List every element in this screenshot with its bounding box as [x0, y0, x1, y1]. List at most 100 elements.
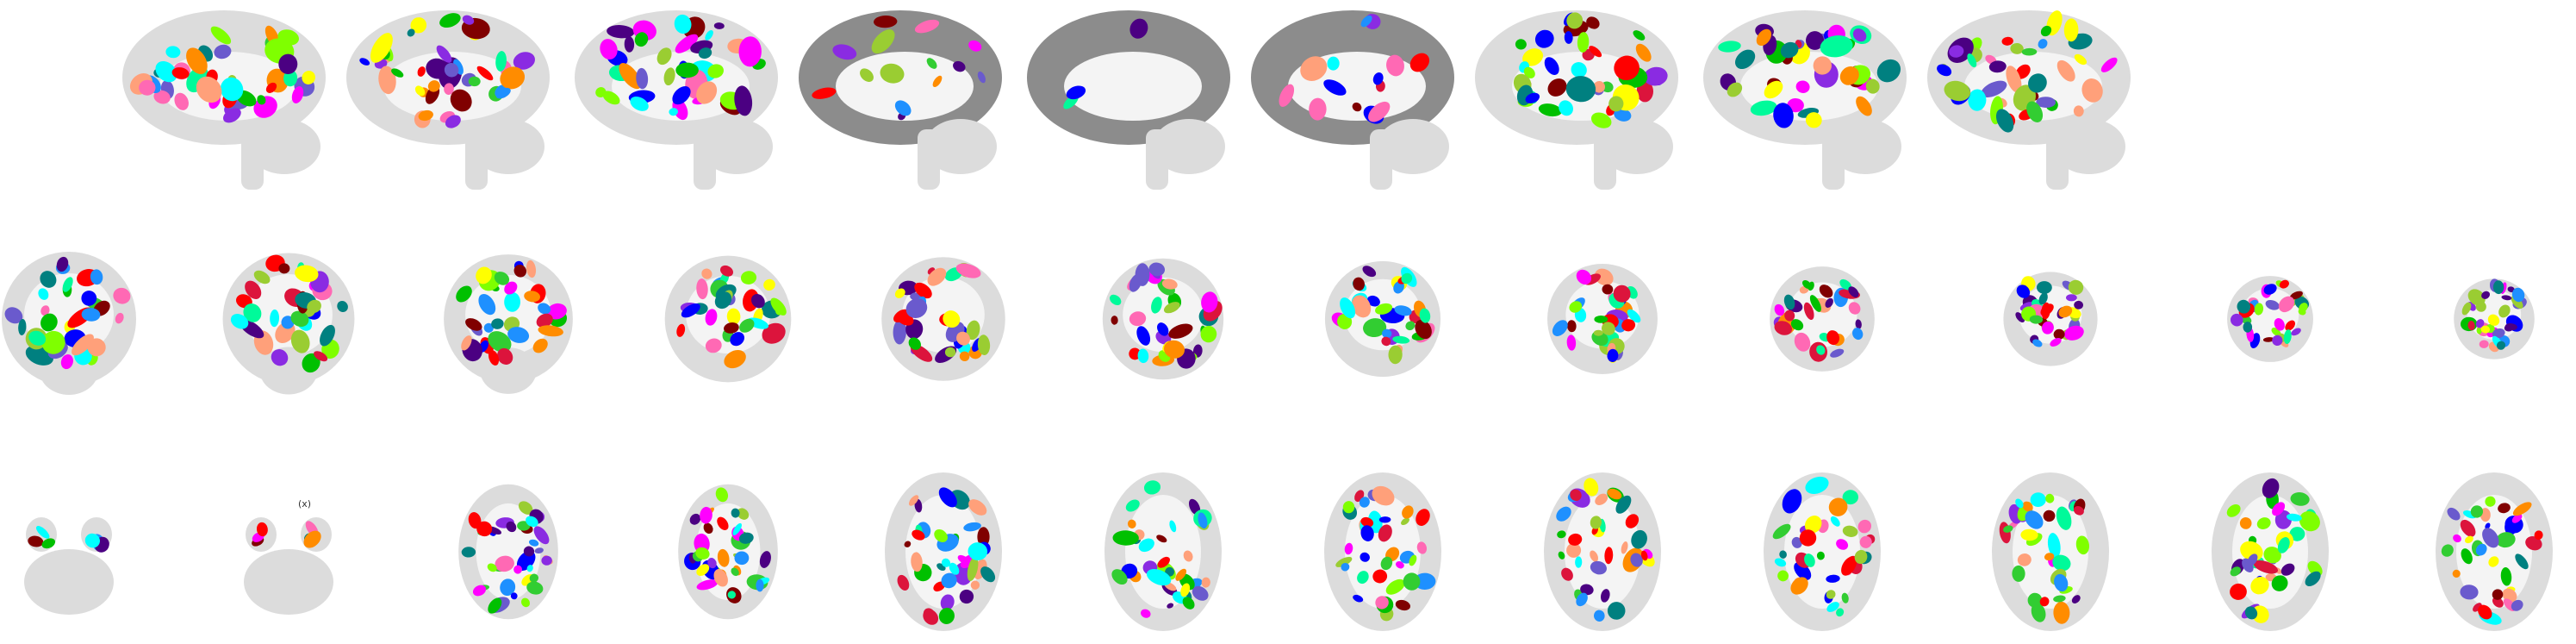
axial-parcel	[941, 558, 951, 567]
coronal-parcel	[1848, 286, 1859, 297]
axial-parcel	[1360, 552, 1370, 562]
sagittal-parcel	[468, 76, 481, 87]
coronal-parcel	[1594, 316, 1608, 323]
axial-parcel	[2071, 595, 2081, 604]
white-matter	[1064, 52, 1202, 121]
cerebellum	[1829, 119, 1901, 174]
axial-parcel	[1816, 551, 1825, 560]
axial-parcel	[1584, 478, 1599, 497]
coronal-parcel	[927, 267, 947, 286]
coronal-parcel	[465, 318, 482, 331]
sagittal-parcel	[600, 39, 618, 60]
axial-parcel	[2226, 504, 2241, 517]
sagittal-parcel	[636, 67, 649, 90]
coronal-parcel	[81, 291, 97, 306]
sagittal-parcel	[669, 108, 678, 116]
axial-parcel	[1409, 554, 1417, 566]
axial-parcel	[1141, 609, 1151, 618]
axial-parcel	[1607, 602, 1626, 620]
sagittal-parcel	[1633, 30, 1646, 41]
sagittal-parcel	[196, 76, 222, 103]
brainstem	[241, 129, 264, 190]
axial-parcel	[1777, 570, 1789, 582]
coronal-parcel	[2038, 292, 2048, 305]
coronal-parcel	[705, 338, 722, 353]
axial-parcel	[2492, 589, 2504, 600]
coronal-parcel	[2243, 322, 2253, 333]
axial-parcel	[2250, 576, 2269, 595]
coronal-parcel	[41, 330, 65, 354]
sagittal-parcel	[1577, 32, 1590, 53]
sagittal-parcel	[1523, 66, 1535, 78]
axial-parcel	[949, 562, 960, 575]
axial-slice	[1104, 472, 1222, 631]
coronal-parcel	[90, 269, 103, 285]
axial-parcel	[1580, 584, 1594, 596]
axial-parcel	[1607, 488, 1622, 500]
sagittal-parcel	[619, 63, 642, 90]
sagittal-parcel	[2081, 78, 2103, 103]
sagittal-parcel	[445, 115, 461, 128]
brainstem	[694, 129, 716, 190]
axial-parcel	[2289, 527, 2305, 541]
axial-parcel	[941, 572, 957, 589]
axial-parcel	[1774, 558, 1787, 567]
coronal-parcel	[943, 310, 961, 328]
coronal-parcel	[1168, 323, 1193, 339]
axial-parcel	[1799, 529, 1817, 547]
sagittal-parcel	[1614, 108, 1632, 122]
sagittal-parcel	[602, 91, 620, 105]
coronal-parcel	[488, 331, 512, 353]
axial-parcel	[938, 608, 955, 624]
axial-parcel	[2025, 510, 2044, 529]
sagittal-parcel	[2073, 105, 2084, 117]
sagittal-parcel	[1727, 82, 1743, 97]
sagittal-slice	[1703, 10, 1907, 190]
axial-parcel	[1402, 505, 1414, 519]
coronal-parcel	[1819, 284, 1833, 298]
brainstem	[1370, 129, 1392, 190]
sagittal-parcel	[1865, 78, 1880, 94]
coronal-parcel	[60, 354, 73, 370]
axial-parcel	[756, 578, 764, 592]
coronal-parcel	[1594, 268, 1614, 286]
axial-parcel	[738, 532, 754, 544]
axial-parcel	[529, 573, 539, 583]
coronal-parcel	[2016, 284, 2031, 298]
axial-parcel	[1590, 516, 1602, 529]
axial-parcel	[526, 516, 538, 528]
coronal-parcel	[1602, 284, 1614, 295]
coronal-parcel	[497, 347, 513, 365]
axial-parcel	[970, 580, 980, 590]
coronal-parcel	[1161, 278, 1178, 290]
brainstem	[1822, 129, 1845, 190]
sagittal-parcel	[2006, 66, 2022, 93]
coronal-parcel	[1148, 262, 1166, 277]
axial-parcel	[1146, 569, 1172, 586]
axial-parcel	[2047, 533, 2061, 558]
coronal-slice	[1547, 264, 1658, 374]
axial-parcel	[1842, 490, 1858, 505]
axial-parcel	[734, 551, 750, 566]
axial-parcel	[908, 495, 919, 506]
axial-parcel	[715, 487, 729, 503]
axial-slice	[1544, 472, 1661, 631]
axial-parcel	[938, 487, 957, 508]
axial-parcel	[2015, 498, 2024, 509]
coronal-parcel	[1388, 345, 1403, 365]
coronal-parcel	[538, 303, 551, 315]
axial-parcel	[500, 578, 516, 597]
axial-parcel	[1380, 556, 1393, 571]
coronal-parcel	[2504, 324, 2514, 332]
sagittal-parcel	[698, 47, 712, 59]
sagittal-parcel	[378, 66, 396, 95]
axial-parcel	[1791, 536, 1802, 548]
axial-parcel	[523, 546, 535, 557]
axial-parcel	[2299, 510, 2320, 532]
sagittal-parcel	[860, 68, 874, 82]
axial-parcel	[526, 565, 533, 572]
axial-parcel	[2044, 553, 2055, 561]
coronal-parcel	[72, 334, 94, 356]
axial-parcel	[2498, 503, 2511, 514]
axial-parcel	[1615, 495, 1632, 514]
